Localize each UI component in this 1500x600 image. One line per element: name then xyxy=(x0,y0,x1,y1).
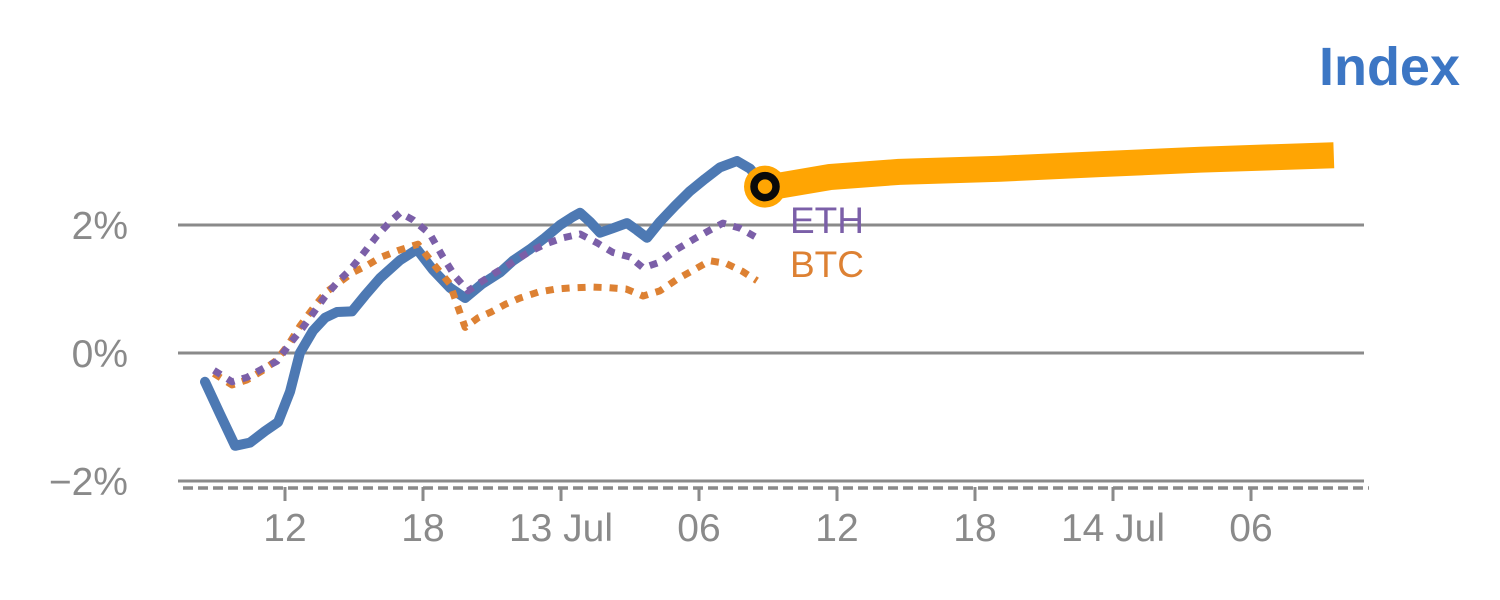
x-tick-label: 06 xyxy=(677,507,720,550)
x-tick-label: 12 xyxy=(815,507,858,550)
x-tick-label: 14 Jul xyxy=(1061,507,1165,550)
x-tick-label: 12 xyxy=(263,507,306,550)
x-tick-label: 18 xyxy=(401,507,444,550)
index-forecast-line xyxy=(768,142,1335,201)
y-tick-label: −2% xyxy=(49,461,128,504)
legend-btc-label: BTC xyxy=(790,244,864,285)
index-line xyxy=(200,156,770,451)
y-tick-label: 2% xyxy=(72,205,128,248)
legend-eth-label: ETH xyxy=(790,200,864,241)
x-tick-label: 18 xyxy=(953,507,996,550)
y-tick-label: 0% xyxy=(72,333,128,376)
page-title: Index xyxy=(1318,37,1460,97)
x-tick-label: 06 xyxy=(1229,507,1272,550)
eth-line xyxy=(212,209,759,386)
forecast-start-marker xyxy=(750,171,780,202)
x-tick-label: 13 Jul xyxy=(509,507,613,550)
btc-line xyxy=(212,240,759,389)
